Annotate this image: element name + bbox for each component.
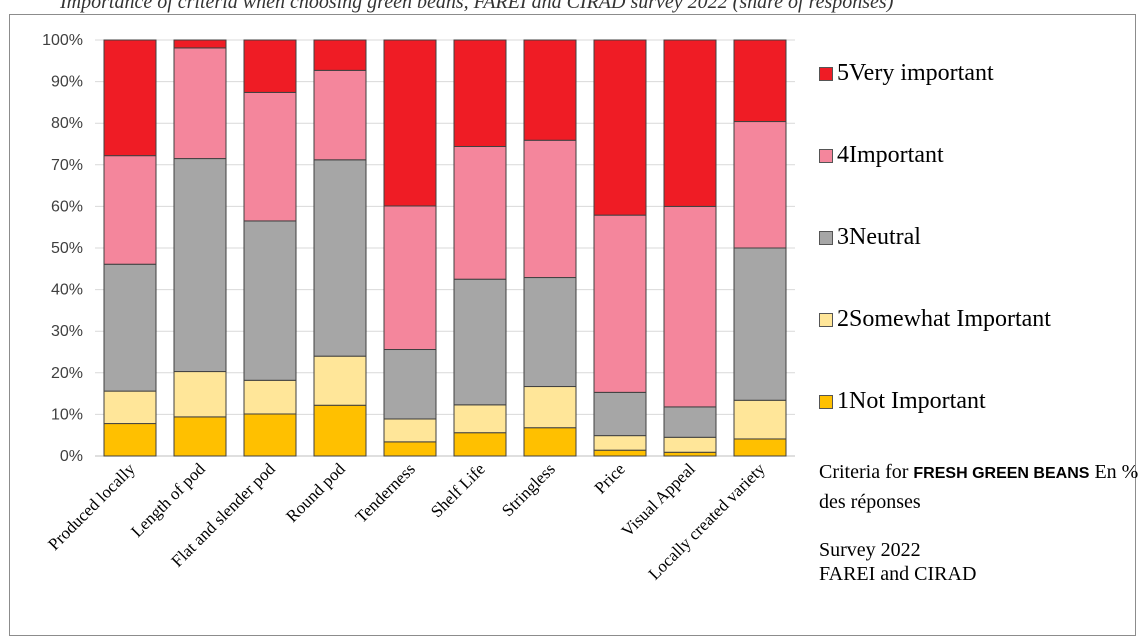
bar-segment [593, 214, 647, 393]
x-category-label: Price [591, 459, 629, 497]
bar-segment [593, 391, 647, 437]
legend-label: 3Neutral [837, 224, 921, 250]
bar-segment [313, 69, 367, 161]
bar-segment [103, 390, 157, 425]
legend-label: 4Important [837, 142, 944, 168]
legend-item-neutral: 3Neutral [819, 224, 921, 251]
legend-swatch-somewhat-important [819, 312, 833, 327]
bar-segment [243, 220, 297, 381]
bar-segment [523, 386, 577, 429]
y-tick-label: 30% [51, 323, 83, 340]
bar-segment [453, 404, 507, 434]
legend-label: 5Very important [837, 60, 994, 86]
bar-segment [173, 371, 227, 418]
bars [103, 39, 787, 457]
bar-segment [313, 159, 367, 357]
bar-segment [313, 404, 367, 457]
bar-segment [243, 91, 297, 222]
x-category-label: Produced locally [44, 459, 139, 554]
source-line-survey: Survey 2022 [819, 539, 921, 561]
note-bold-product: FRESH GREEN BEANS [913, 465, 1090, 482]
y-tick-label: 100% [42, 32, 83, 49]
bar-segment [453, 145, 507, 280]
bar-segment [173, 158, 227, 373]
x-category-label: Tenderness [351, 459, 418, 526]
bar-segment [313, 355, 367, 406]
bar-segment [663, 406, 717, 438]
bar-segment [733, 399, 787, 440]
bar-segment [173, 47, 227, 160]
chart-frame [9, 14, 1136, 636]
y-tick-label: 70% [51, 157, 83, 174]
y-tick-label: 0% [60, 448, 83, 465]
y-tick-label: 80% [51, 115, 83, 132]
bar-segment [383, 205, 437, 351]
y-tick-label: 60% [51, 198, 83, 215]
legend-item-important: 4Important [819, 142, 944, 169]
y-tick-label: 50% [51, 240, 83, 257]
bar-segment [733, 121, 787, 249]
chart-note: Criteria for FRESH GREEN BEANS En % des … [819, 458, 1139, 516]
bar-segment [663, 205, 717, 408]
note-prefix: Criteria for [819, 461, 909, 483]
bar-segment [523, 39, 577, 141]
bar-segment [383, 418, 437, 443]
bar-segment [593, 449, 647, 457]
bar-segment [593, 435, 647, 451]
legend-label: 2Somewhat Important [837, 306, 1051, 332]
legend-swatch-important [819, 148, 833, 163]
bar-segment [103, 39, 157, 157]
bar-segment [103, 155, 157, 265]
bar-segment [383, 441, 437, 457]
x-category-label: Shelf Life [427, 459, 489, 521]
bar-segment [383, 349, 437, 420]
bar-segment [173, 416, 227, 457]
y-tick-label: 90% [51, 74, 83, 91]
legend-swatch-neutral [819, 230, 833, 245]
note-suffix: En % des réponses [819, 461, 1139, 513]
bar-segment [733, 247, 787, 401]
x-category-label: Stringless [498, 459, 559, 520]
bar-segment [733, 438, 787, 457]
bar-segment [243, 413, 297, 457]
y-tick-label: 40% [51, 282, 83, 299]
bar-segment [663, 39, 717, 207]
legend-label: 1Not Important [837, 388, 986, 414]
legend-item-very-important: 5Very important [819, 60, 994, 87]
bar-segment [663, 451, 717, 457]
x-category-label: Locally created variety [645, 459, 770, 584]
bar-segment [173, 39, 227, 49]
bar-segment [663, 436, 717, 453]
y-axis-tick-labels: 0% 10% 20% 30% 40% 50% 60% 70% 80% 90% 100% [42, 32, 83, 465]
bar-segment [523, 139, 577, 279]
chart-source: Survey 2022 FAREI and CIRAD [819, 538, 976, 586]
bar-segment [243, 379, 297, 415]
y-tick-label: 20% [51, 365, 83, 382]
x-category-label: Round pod [282, 459, 349, 526]
bar-segment [103, 263, 157, 392]
y-tick-label: 10% [51, 406, 83, 423]
legend-swatch-very-important [819, 66, 833, 81]
bar-segment [733, 39, 787, 123]
bar-segment [453, 39, 507, 147]
bar-segment [383, 39, 437, 207]
bar-segment [453, 278, 507, 406]
bar-segment [453, 432, 507, 457]
bar-segment [243, 39, 297, 93]
legend-item-not-important: 1Not Important [819, 388, 986, 415]
bar-segment [103, 423, 157, 457]
legend-swatch-not-important [819, 394, 833, 409]
bar-segment [593, 39, 647, 216]
figure-caption: Importance of criteria when choosing gre… [60, 0, 894, 13]
bar-segment [523, 277, 577, 388]
bar-segment [313, 39, 367, 71]
legend-item-somewhat-important: 2Somewhat Important [819, 306, 1051, 333]
bar-segment [523, 427, 577, 457]
source-line-institutions: FAREI and CIRAD [819, 563, 977, 585]
